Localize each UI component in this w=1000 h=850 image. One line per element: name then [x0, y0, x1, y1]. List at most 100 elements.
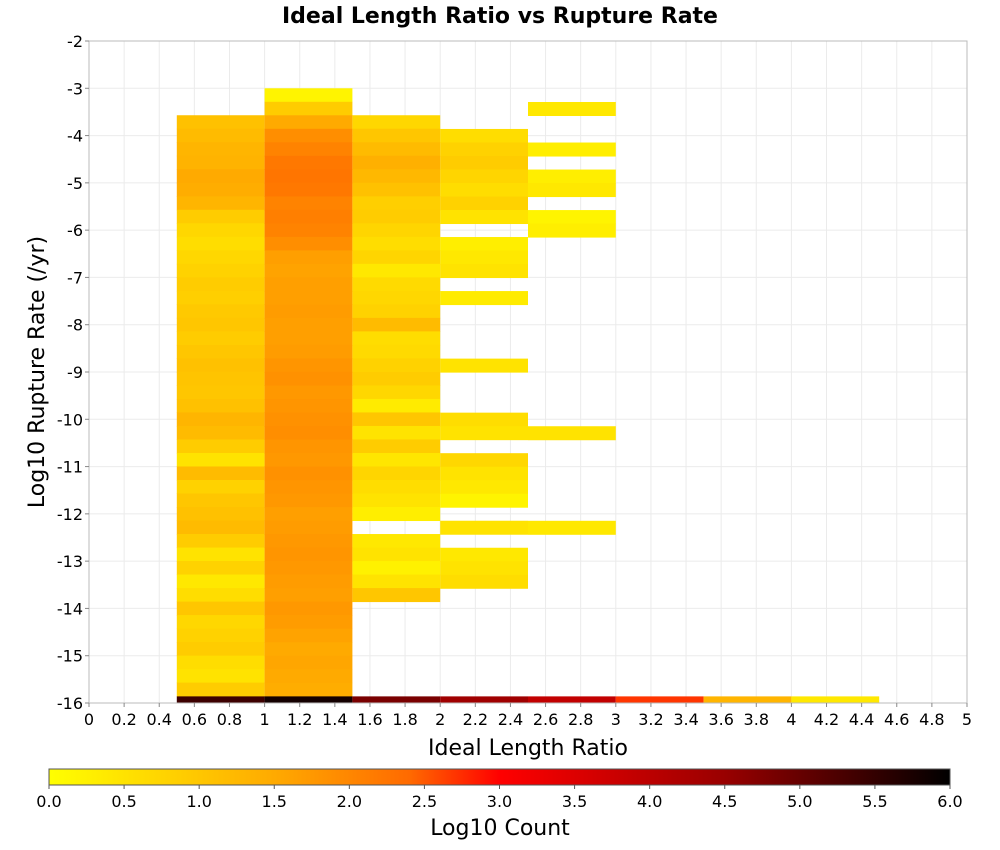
heatmap-cell	[176, 588, 265, 603]
heatmap-cell	[440, 142, 528, 157]
heatmap-cell	[352, 344, 441, 359]
heatmap-cell	[352, 223, 441, 238]
heatmap-cell	[176, 561, 265, 576]
x-tick-label: 2.4	[498, 710, 523, 729]
heatmap-cell	[176, 655, 265, 670]
colorbar-tick-label: 5.5	[862, 792, 887, 811]
x-tick-label: 1.4	[322, 710, 347, 729]
heatmap-cell	[264, 169, 353, 184]
y-tick-label: -8	[67, 316, 83, 335]
heatmap-cell	[264, 399, 353, 414]
heatmap-cell	[352, 304, 441, 319]
x-tick-label: 3.4	[673, 710, 698, 729]
heatmap-cell	[264, 466, 353, 481]
x-tick-label: 0.8	[217, 710, 242, 729]
heatmap-cell	[528, 142, 616, 157]
heatmap-cell	[264, 344, 353, 359]
heatmap-cell	[176, 452, 265, 467]
x-tick-label: 0	[84, 710, 94, 729]
y-tick-label: -2	[67, 32, 83, 51]
heatmap-cell	[176, 507, 265, 522]
heatmap-cell	[264, 155, 353, 170]
x-tick-label: 4.2	[814, 710, 839, 729]
heatmap-cell	[440, 412, 528, 427]
y-tick-label: -3	[67, 79, 83, 98]
heatmap-cell	[176, 628, 265, 643]
x-tick-label: 4	[786, 710, 796, 729]
heatmap-cell	[176, 344, 265, 359]
heatmap-cell-bottom-row	[352, 696, 441, 703]
heatmap-cell	[176, 290, 265, 305]
heatmap-cell	[264, 385, 353, 400]
heatmap-cell	[264, 520, 353, 535]
heatmap-cell	[176, 439, 265, 454]
heatmap-cell	[440, 128, 528, 143]
heatmap-cell	[176, 250, 265, 265]
colorbar	[48, 768, 951, 786]
heatmap-cell	[528, 223, 616, 238]
y-axis-ticks: -2 -3 -4 -5 -6 -7 -8 -9 -10 -11 -12 -13 -14 -15 -16	[57, 32, 89, 713]
x-tick-label: 2.2	[463, 710, 488, 729]
heatmap-cell	[528, 169, 616, 184]
heatmap-cell	[264, 371, 353, 386]
colorbar-tick-label: 2.0	[337, 792, 362, 811]
heatmap-cell	[352, 507, 441, 522]
heatmap-cell	[264, 209, 353, 224]
heatmap-cell	[176, 520, 265, 535]
heatmap-cell	[264, 101, 353, 116]
heatmap-cell-bottom-row	[615, 696, 704, 703]
heatmap-cell	[264, 547, 353, 562]
heatmap-cell	[528, 520, 616, 535]
heatmap-cells	[176, 88, 880, 703]
heatmap-cell	[264, 642, 353, 657]
x-tick-label: 4.6	[884, 710, 909, 729]
heatmap-cell	[528, 426, 616, 441]
heatmap-cell	[176, 547, 265, 562]
y-tick-label: -14	[57, 599, 83, 618]
heatmap-cell	[440, 453, 528, 468]
colorbar-tick-label: 5.0	[787, 792, 812, 811]
heatmap-cell	[264, 358, 353, 373]
heatmap-cell	[352, 209, 441, 224]
heatmap-cell	[264, 277, 353, 292]
heatmap-cell	[352, 574, 441, 589]
heatmap-cell	[440, 196, 528, 211]
heatmap-cell	[176, 425, 265, 440]
heatmap-cell	[176, 317, 265, 332]
x-tick-label: 1	[260, 710, 270, 729]
heatmap-cell	[440, 291, 528, 306]
colorbar-tick-label: 6.0	[937, 792, 962, 811]
heatmap-cell	[176, 142, 265, 157]
heatmap-cell	[176, 398, 265, 413]
heatmap-cell	[440, 561, 528, 576]
heatmap-cell	[264, 250, 353, 265]
heatmap-cell	[176, 358, 265, 373]
colorbar-tick-label: 3.5	[562, 792, 587, 811]
heatmap-cell	[176, 682, 265, 697]
x-tick-label: 0.6	[182, 710, 207, 729]
heatmap-cell	[264, 439, 353, 454]
heatmap-cell	[264, 412, 353, 427]
heatmap-cell	[352, 142, 441, 157]
heatmap-cell	[264, 534, 353, 549]
x-tick-label: 2.6	[533, 710, 558, 729]
x-tick-label: 5	[962, 710, 972, 729]
x-tick-label: 1.8	[392, 710, 417, 729]
heatmap-cell	[528, 210, 616, 225]
heatmap-cell	[264, 196, 353, 211]
heatmap-cell	[176, 615, 265, 630]
heatmap-cell	[352, 317, 441, 332]
heatmap-cell	[352, 385, 441, 400]
colorbar-label: Log10 Count	[430, 816, 570, 841]
heatmap-cell	[352, 155, 441, 170]
heatmap-cell	[440, 480, 528, 495]
heatmap-cell	[176, 479, 265, 495]
y-tick-label: -11	[57, 458, 83, 477]
heatmap-cell-bottom-row	[264, 696, 353, 703]
x-tick-label: 1.6	[357, 710, 382, 729]
heatmap-cell	[264, 88, 353, 103]
heatmap-cell	[264, 574, 353, 589]
heatmap-cell	[440, 574, 528, 589]
heatmap-cell	[352, 479, 441, 495]
